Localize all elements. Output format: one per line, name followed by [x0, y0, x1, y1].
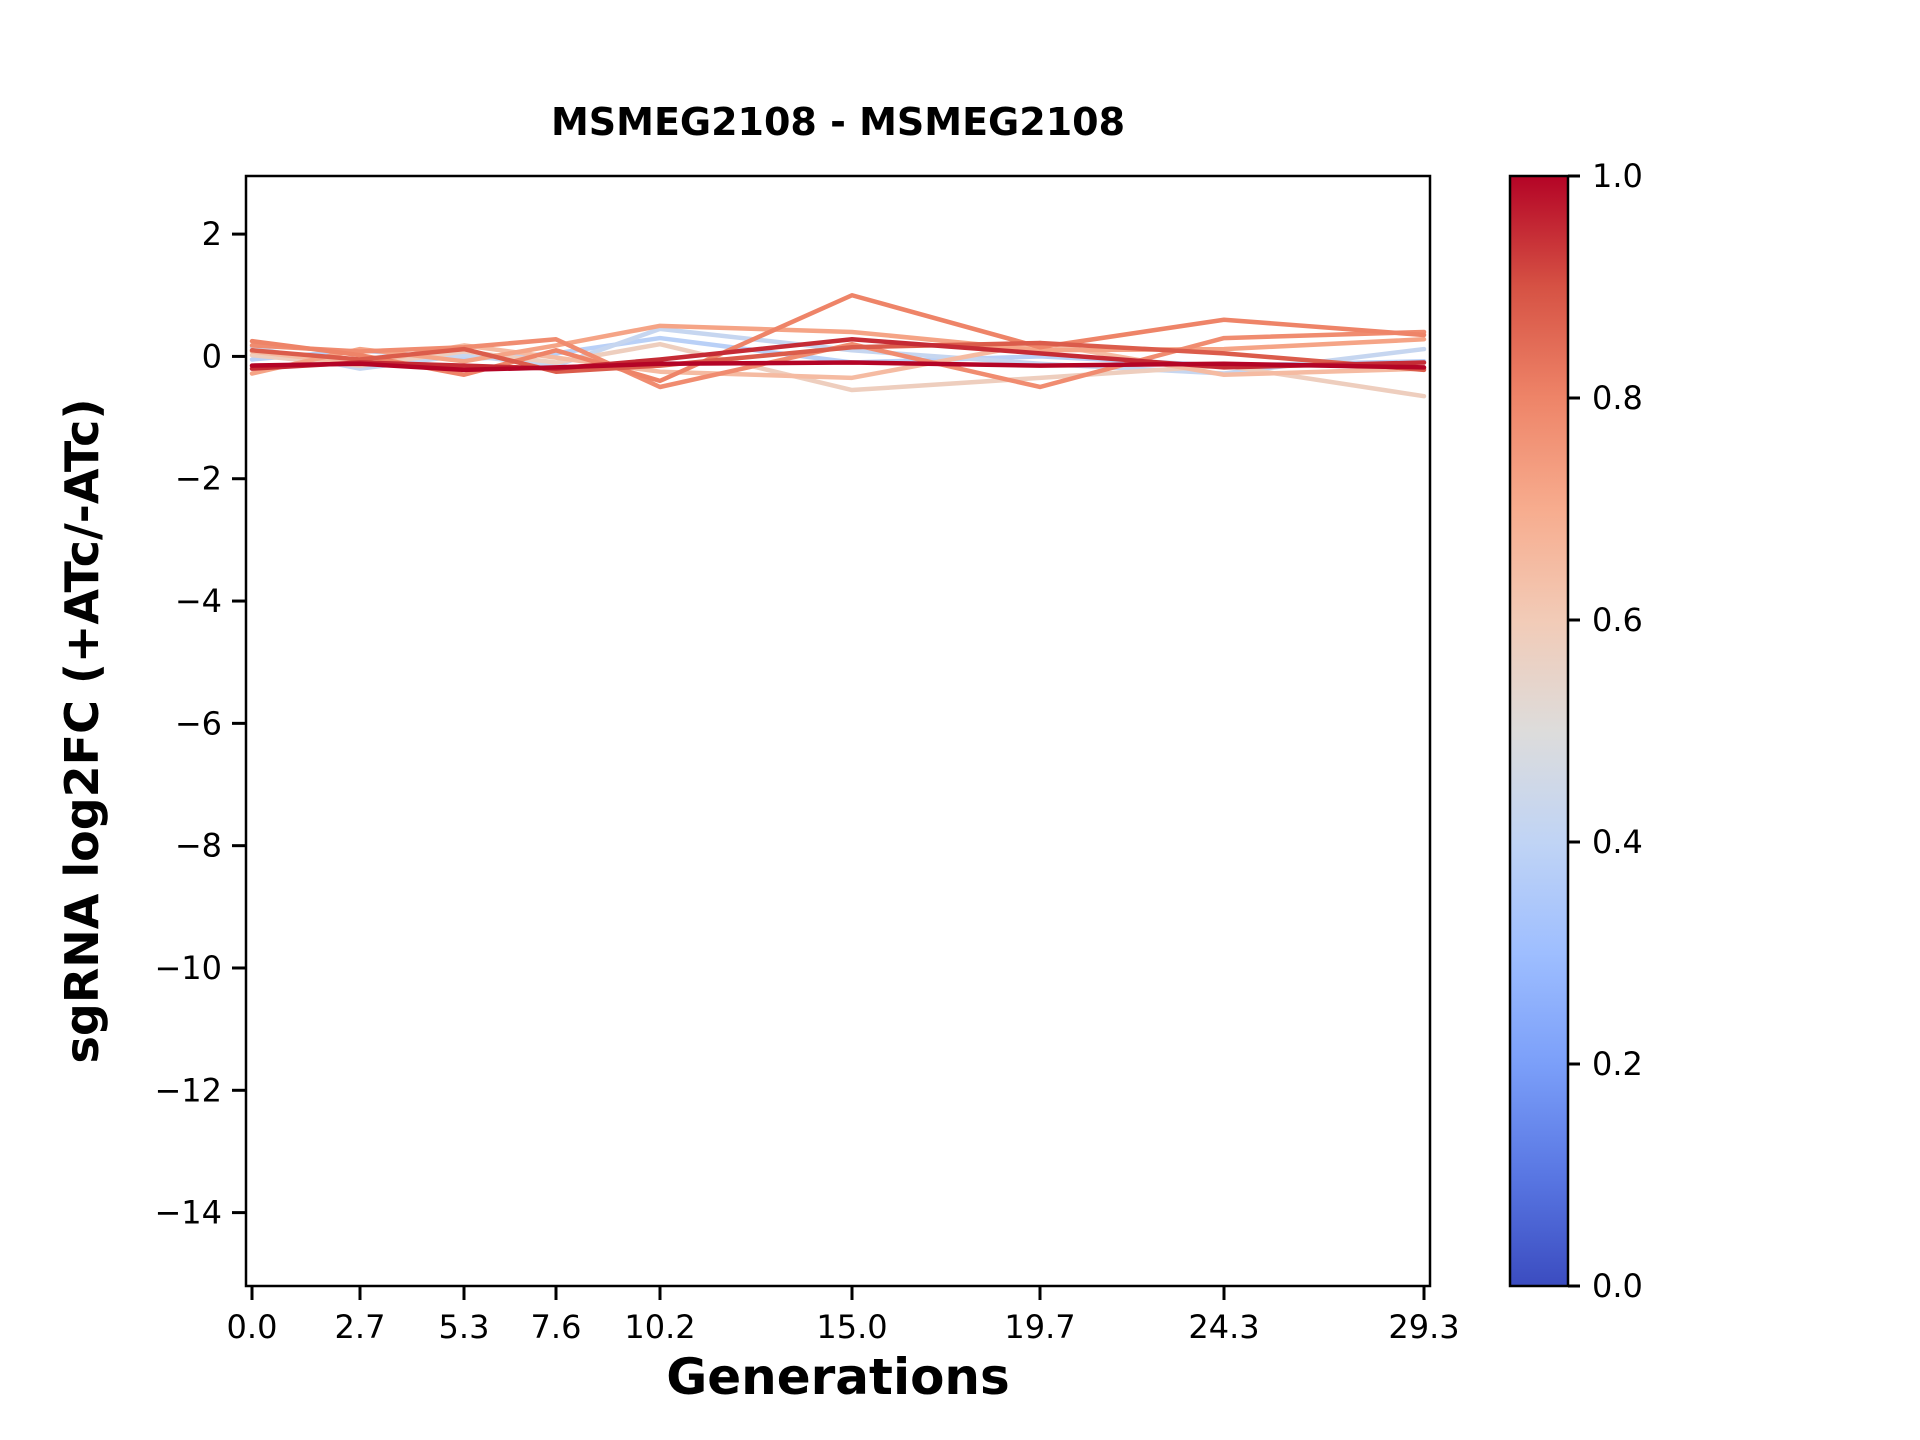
x-tick-label: 24.3 — [1188, 1308, 1259, 1346]
colorbar — [1510, 176, 1568, 1286]
y-tick-label: −10 — [154, 949, 222, 987]
colorbar-tick-label: 1.0 — [1592, 157, 1643, 195]
y-tick-label: 0 — [202, 337, 222, 375]
chart-title: MSMEG2108 - MSMEG2108 — [550, 100, 1126, 144]
x-tick-label: 2.7 — [335, 1308, 386, 1346]
colorbar-tick-label: 0.6 — [1592, 601, 1643, 639]
series-line — [249, 329, 1427, 390]
x-tick-label: 15.0 — [816, 1308, 887, 1346]
y-tick-label: 2 — [202, 215, 222, 253]
x-tick-label: 10.2 — [624, 1308, 695, 1346]
y-tick-label: −6 — [175, 704, 222, 742]
series-line — [249, 360, 1427, 373]
y-tick-label: −8 — [175, 827, 222, 865]
colorbar-tick-label: 0.4 — [1592, 823, 1643, 861]
y-tick-label: −2 — [175, 460, 222, 498]
y-tick-label: −14 — [154, 1194, 222, 1232]
colorbar-tick-label: 0.2 — [1592, 1045, 1643, 1083]
colorbar-border — [1508, 174, 1570, 1288]
x-tick-label: 5.3 — [439, 1308, 490, 1346]
y-axis-label: sgRNA log2FC (+ATc/-ATc) — [55, 398, 109, 1064]
x-tick-label: 29.3 — [1388, 1308, 1459, 1346]
y-tick-label: −12 — [154, 1071, 222, 1109]
colorbar-tick-label: 0.8 — [1592, 379, 1643, 417]
x-axis-label: Generations — [666, 1348, 1010, 1406]
x-tick-label: 7.6 — [531, 1308, 582, 1346]
y-tick-label: −4 — [175, 582, 222, 620]
colorbar-tick-label: 0.0 — [1592, 1267, 1643, 1305]
x-tick-label: 19.7 — [1004, 1308, 1075, 1346]
x-tick-label: 0.0 — [227, 1308, 278, 1346]
axes-box — [244, 174, 1432, 1288]
series-lines — [249, 293, 1427, 399]
